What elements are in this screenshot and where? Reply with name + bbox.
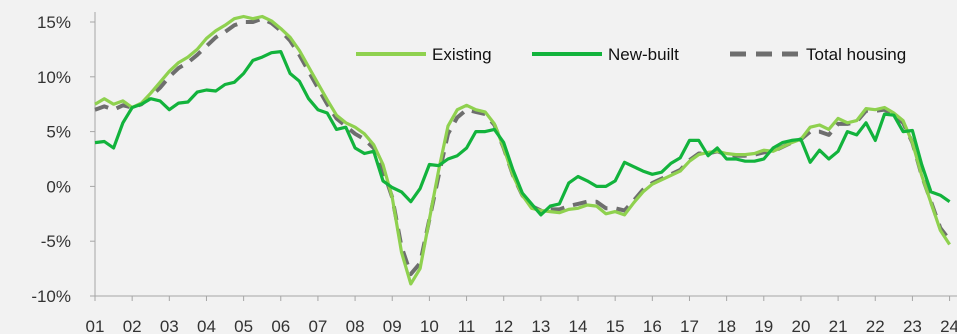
y-tick-label: -10%	[31, 287, 71, 306]
x-tick-label: 13	[531, 317, 550, 334]
x-tick-label: 10	[420, 317, 439, 334]
y-axis-ticks: -10% -5% 0% 5% 10% 15%	[31, 13, 95, 306]
x-tick-label: 22	[866, 317, 885, 334]
x-tick-label: 12	[494, 317, 513, 334]
x-tick-label: 17	[680, 317, 699, 334]
x-axis-ticks: 01 02 03 04 05 06 07 08 09 10 11 12 13 14 15 16 17 18 19 20…	[86, 296, 957, 334]
x-tick-label: 07	[308, 317, 327, 334]
x-tick-label: 08	[346, 317, 365, 334]
y-tick-label: 10%	[37, 68, 71, 87]
x-tick-label: 06	[271, 317, 290, 334]
chart-axes	[94, 12, 957, 297]
y-tick-label: 15%	[37, 13, 71, 32]
x-tick-label: 05	[234, 317, 253, 334]
legend-label-total-housing: Total housing	[806, 45, 906, 64]
legend-label-new-built: New-built	[608, 45, 679, 64]
x-tick-label: 20	[791, 317, 810, 334]
x-tick-label: 11	[458, 317, 476, 334]
legend-label-existing: Existing	[432, 45, 492, 64]
x-tick-label: 19	[754, 317, 773, 334]
x-tick-label: 02	[123, 317, 142, 334]
legend: Existing New-built Total housing	[356, 45, 906, 64]
x-tick-label: 09	[383, 317, 402, 334]
x-tick-label: 15	[606, 317, 625, 334]
x-tick-label: 14	[569, 317, 588, 334]
x-tick-label: 21	[829, 317, 848, 334]
x-tick-label: 24	[940, 317, 957, 334]
x-tick-label: 18	[717, 317, 736, 334]
x-tick-label: 04	[197, 317, 216, 334]
series-line-new-built	[94, 50, 951, 217]
x-tick-label: 03	[160, 317, 179, 334]
y-tick-label: 0%	[46, 177, 71, 196]
y-tick-label: 5%	[46, 123, 71, 142]
x-tick-label: 16	[643, 317, 662, 334]
y-tick-label: -5%	[41, 232, 71, 251]
plot-lines	[94, 14, 952, 286]
x-tick-label: 23	[903, 317, 922, 334]
x-tick-label: 01	[86, 317, 105, 334]
